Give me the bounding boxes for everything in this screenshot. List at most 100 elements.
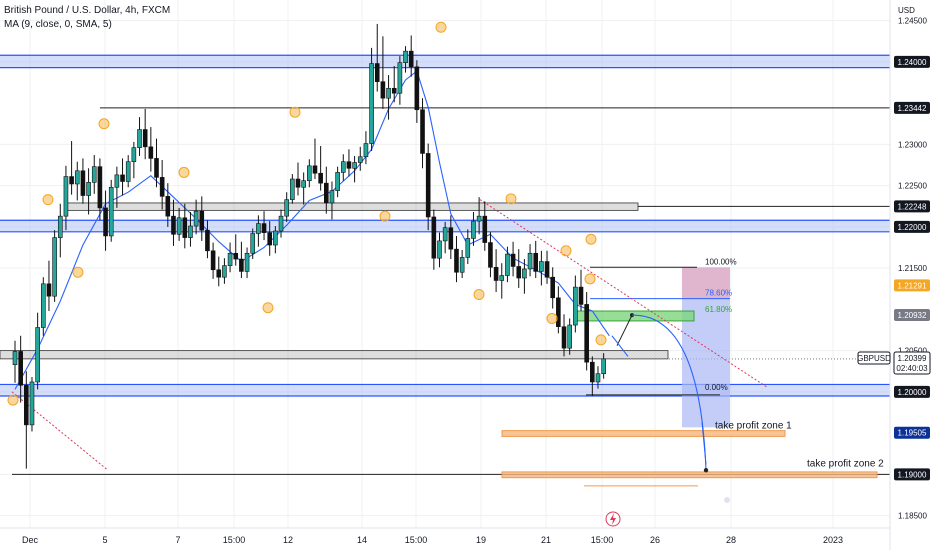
candle[interactable] [46,260,52,312]
candle[interactable] [550,267,556,309]
candle[interactable] [24,371,29,469]
candle[interactable] [397,56,403,105]
candle[interactable] [261,211,267,241]
candle[interactable] [374,23,380,92]
candle[interactable] [590,356,595,396]
candle[interactable] [176,207,182,241]
candle[interactable] [357,146,363,171]
candle[interactable] [437,232,442,268]
candle[interactable] [69,141,74,195]
candle[interactable] [482,201,488,251]
candle[interactable] [273,226,278,254]
candle[interactable] [131,141,137,179]
candle[interactable] [329,181,335,220]
candle[interactable] [363,131,369,165]
candle[interactable] [527,244,533,277]
candle[interactable] [267,221,273,256]
candle[interactable] [193,199,199,235]
candle[interactable] [556,286,561,334]
candle[interactable] [154,138,159,188]
candle[interactable] [97,158,103,221]
candle[interactable] [459,249,465,279]
candle[interactable] [408,35,414,77]
candle[interactable] [18,335,23,403]
candle[interactable] [57,203,63,258]
candle[interactable] [454,235,459,283]
candle[interactable] [222,258,227,284]
candle[interactable] [278,209,284,238]
candle[interactable] [182,203,188,249]
candle[interactable] [199,196,205,241]
candle[interactable] [584,292,589,371]
candle[interactable] [476,197,482,235]
candle[interactable] [567,318,572,355]
candle[interactable] [74,161,80,201]
candle[interactable] [40,277,46,336]
candle[interactable] [63,165,69,231]
candle[interactable] [307,159,312,188]
candle[interactable] [120,158,125,196]
candle[interactable] [573,275,578,333]
candle[interactable] [539,250,544,286]
candle[interactable] [12,340,18,383]
candles[interactable] [12,23,606,469]
candle[interactable] [335,166,340,198]
candle[interactable] [561,314,567,357]
candle[interactable] [488,231,493,278]
candle[interactable] [188,212,193,247]
candle[interactable] [159,160,165,210]
candle[interactable] [499,263,505,299]
candle[interactable] [103,190,108,251]
candle[interactable] [171,199,176,246]
candle[interactable] [142,108,148,160]
candle[interactable] [250,228,256,260]
candle[interactable] [505,246,510,283]
candle[interactable] [210,242,216,279]
lightning-icon[interactable] [605,511,621,527]
candle[interactable] [386,75,391,120]
candle[interactable] [125,155,131,188]
candle[interactable] [533,240,539,279]
candle[interactable] [244,247,250,279]
candle[interactable] [239,241,244,279]
candle[interactable] [91,155,97,194]
candle[interactable] [29,377,35,432]
candle[interactable] [318,146,323,191]
candle[interactable] [352,155,357,183]
candle[interactable] [420,98,425,169]
candle[interactable] [256,215,261,247]
candle[interactable] [380,36,386,109]
candle[interactable] [148,127,154,172]
indicator-legend[interactable]: MA (9, close, 0, SMA, 5) [4,19,112,30]
candle[interactable] [35,312,40,390]
candle[interactable] [114,166,120,208]
candle[interactable] [205,220,210,259]
candle[interactable] [323,166,329,214]
candle[interactable] [425,143,431,231]
candle[interactable] [227,242,233,273]
candle[interactable] [465,229,471,264]
candle[interactable] [233,234,239,266]
candle[interactable] [346,149,352,177]
candle[interactable] [578,269,584,312]
candle[interactable] [414,60,420,123]
candle[interactable] [471,212,476,246]
candle[interactable] [510,241,516,277]
candle[interactable] [301,172,306,205]
candle[interactable] [493,249,499,293]
candle[interactable] [601,353,606,379]
candle[interactable] [522,259,527,294]
candle[interactable] [312,138,318,180]
candle[interactable] [165,183,171,227]
candle[interactable] [80,158,86,204]
candle[interactable] [403,46,408,73]
candle[interactable] [108,179,114,242]
candle[interactable] [284,192,289,222]
candle[interactable] [216,256,222,287]
candle[interactable] [137,117,142,156]
candle[interactable] [448,215,454,260]
candle[interactable] [340,154,346,181]
candle[interactable] [544,250,550,284]
